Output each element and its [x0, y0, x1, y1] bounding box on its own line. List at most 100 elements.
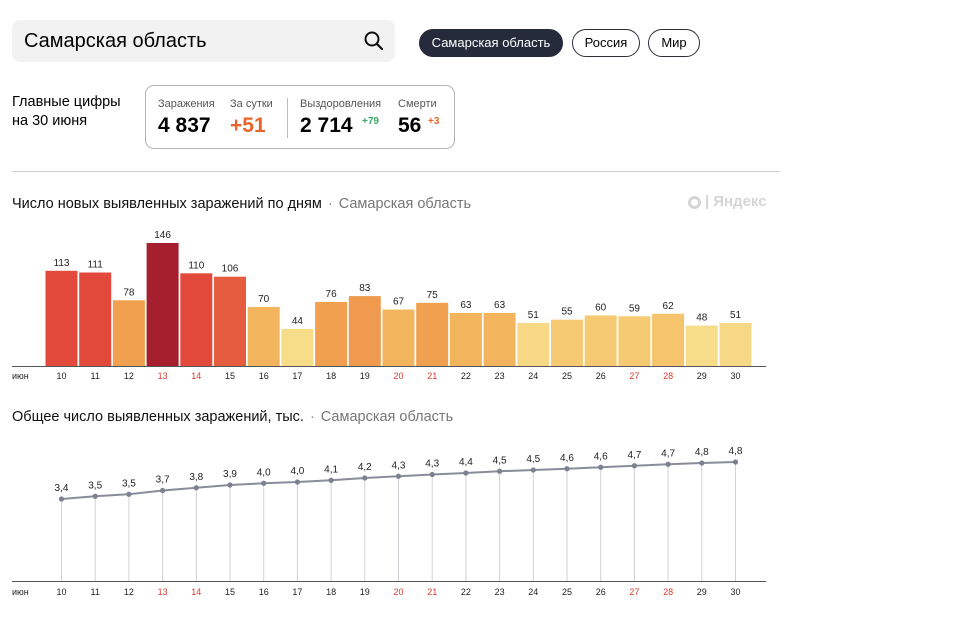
bar-value-label: 106 [222, 264, 239, 275]
data-point [463, 470, 469, 476]
data-point [92, 493, 98, 499]
search-input[interactable]: Самарская область [24, 30, 207, 52]
data-point [699, 460, 705, 466]
bar [449, 312, 482, 366]
bar-chart-subtitle: Самарская область [338, 196, 472, 212]
x-tick-label: 12 [124, 587, 134, 597]
bar-value-label: 60 [595, 302, 607, 313]
x-tick-label: 29 [697, 587, 707, 597]
x-tick-label: 11 [91, 371, 100, 381]
x-tick-label: 24 [528, 587, 538, 597]
point-value-label: 3,7 [156, 475, 170, 486]
search-box[interactable]: Самарская область [12, 20, 395, 62]
x-tick-label: 20 [393, 587, 403, 597]
daily-label: За сутки [230, 98, 273, 110]
bar [214, 276, 246, 366]
bar [483, 312, 516, 366]
data-point [126, 491, 132, 497]
x-tick-label: 21 [427, 371, 437, 381]
x-tick-label: 16 [259, 371, 269, 381]
x-tick-label: 14 [191, 371, 201, 381]
deaths-value: 56 [398, 114, 422, 137]
x-tick-label: 26 [596, 587, 606, 597]
bar [315, 301, 348, 366]
point-value-label: 4,7 [627, 450, 641, 461]
bar-value-label: 113 [54, 258, 70, 269]
point-value-label: 4,5 [493, 455, 507, 466]
x-tick-label: 27 [629, 587, 639, 597]
point-value-label: 4,3 [425, 459, 439, 470]
watermark-text: Яндекс [713, 193, 767, 210]
data-point [362, 475, 368, 481]
point-value-label: 4,6 [594, 451, 608, 462]
data-point [261, 480, 267, 486]
bar [652, 313, 685, 366]
x-tick-label: 18 [326, 587, 336, 597]
data-point [665, 461, 671, 467]
region-tab-russia[interactable]: Россия [572, 29, 640, 57]
search-icon[interactable] [363, 30, 385, 52]
bar [112, 300, 145, 366]
x-tick-label: 13 [158, 587, 168, 597]
bar-chart-title: Число новых выявленных заражений по дням… [12, 196, 471, 212]
bar-value-label: 51 [730, 310, 742, 321]
x-tick-label: 16 [259, 587, 269, 597]
bar [719, 323, 752, 366]
x-axis-month-label: июн [12, 587, 29, 597]
x-tick-label: 15 [225, 587, 235, 597]
bar-value-label: 78 [123, 287, 135, 298]
x-tick-label: 17 [292, 587, 302, 597]
x-tick-label: 14 [191, 587, 201, 597]
data-point [395, 473, 402, 479]
point-value-label: 3,9 [223, 469, 237, 480]
data-point [598, 464, 604, 470]
point-value-label: 3,5 [88, 480, 102, 491]
x-tick-label: 10 [56, 587, 66, 597]
bar [79, 272, 112, 366]
bar [180, 273, 213, 366]
bar-value-label: 59 [629, 303, 641, 314]
bar-value-label: 62 [663, 301, 675, 312]
x-tick-label: 23 [495, 371, 505, 381]
x-tick-label: 13 [158, 371, 168, 381]
x-tick-label: 19 [360, 587, 370, 597]
bar [517, 323, 550, 366]
headline-line1: Главные цифры [12, 94, 121, 110]
headline: Главные цифры на 30 июня [12, 93, 121, 131]
x-tick-label: 21 [427, 587, 437, 597]
bar-chart-title-text: Число новых выявленных заражений по дням [12, 196, 322, 212]
bar [618, 316, 651, 366]
point-value-label: 3,8 [189, 472, 203, 483]
bar-value-label: 63 [494, 300, 506, 311]
x-tick-label: 24 [528, 371, 538, 381]
infections-label: Заражения [158, 98, 215, 110]
line-chart-subtitle: Самарская область [320, 409, 454, 425]
bar [348, 296, 381, 366]
data-point [328, 477, 334, 483]
bar-value-label: 63 [460, 300, 472, 311]
point-value-label: 4,4 [459, 457, 473, 468]
point-value-label: 4,0 [257, 467, 271, 478]
point-value-label: 4,8 [729, 446, 743, 457]
point-value-label: 4,8 [695, 447, 709, 458]
point-value-label: 4,1 [324, 464, 338, 475]
region-tab-samara[interactable]: Самарская область [419, 29, 563, 57]
bar-value-label: 48 [696, 313, 708, 324]
data-point [732, 459, 739, 465]
headline-line2: на 30 июня [12, 113, 88, 129]
bar-value-label: 111 [88, 259, 104, 270]
x-tick-label: 28 [663, 587, 673, 597]
yandex-watermark: | Яндекс [688, 193, 767, 210]
bar-value-label: 110 [188, 260, 204, 271]
point-value-label: 3,5 [122, 478, 136, 489]
x-tick-label: 29 [697, 371, 707, 381]
line-chart: июн 3,4 10 3,5 11 3,5 12 3,7 13 3,8 14 3,9 15 4,0 16 4,… [12, 446, 766, 597]
deaths-label: Смерти [398, 98, 437, 110]
point-value-label: 4,6 [560, 453, 574, 464]
bar-value-label: 70 [258, 294, 270, 305]
bar-value-label: 75 [427, 290, 439, 301]
bar-value-label: 51 [528, 310, 540, 321]
recovered-label: Выздоровления [300, 98, 382, 110]
region-tab-world[interactable]: Мир [648, 29, 700, 57]
title-separator-dot: · [309, 409, 315, 425]
